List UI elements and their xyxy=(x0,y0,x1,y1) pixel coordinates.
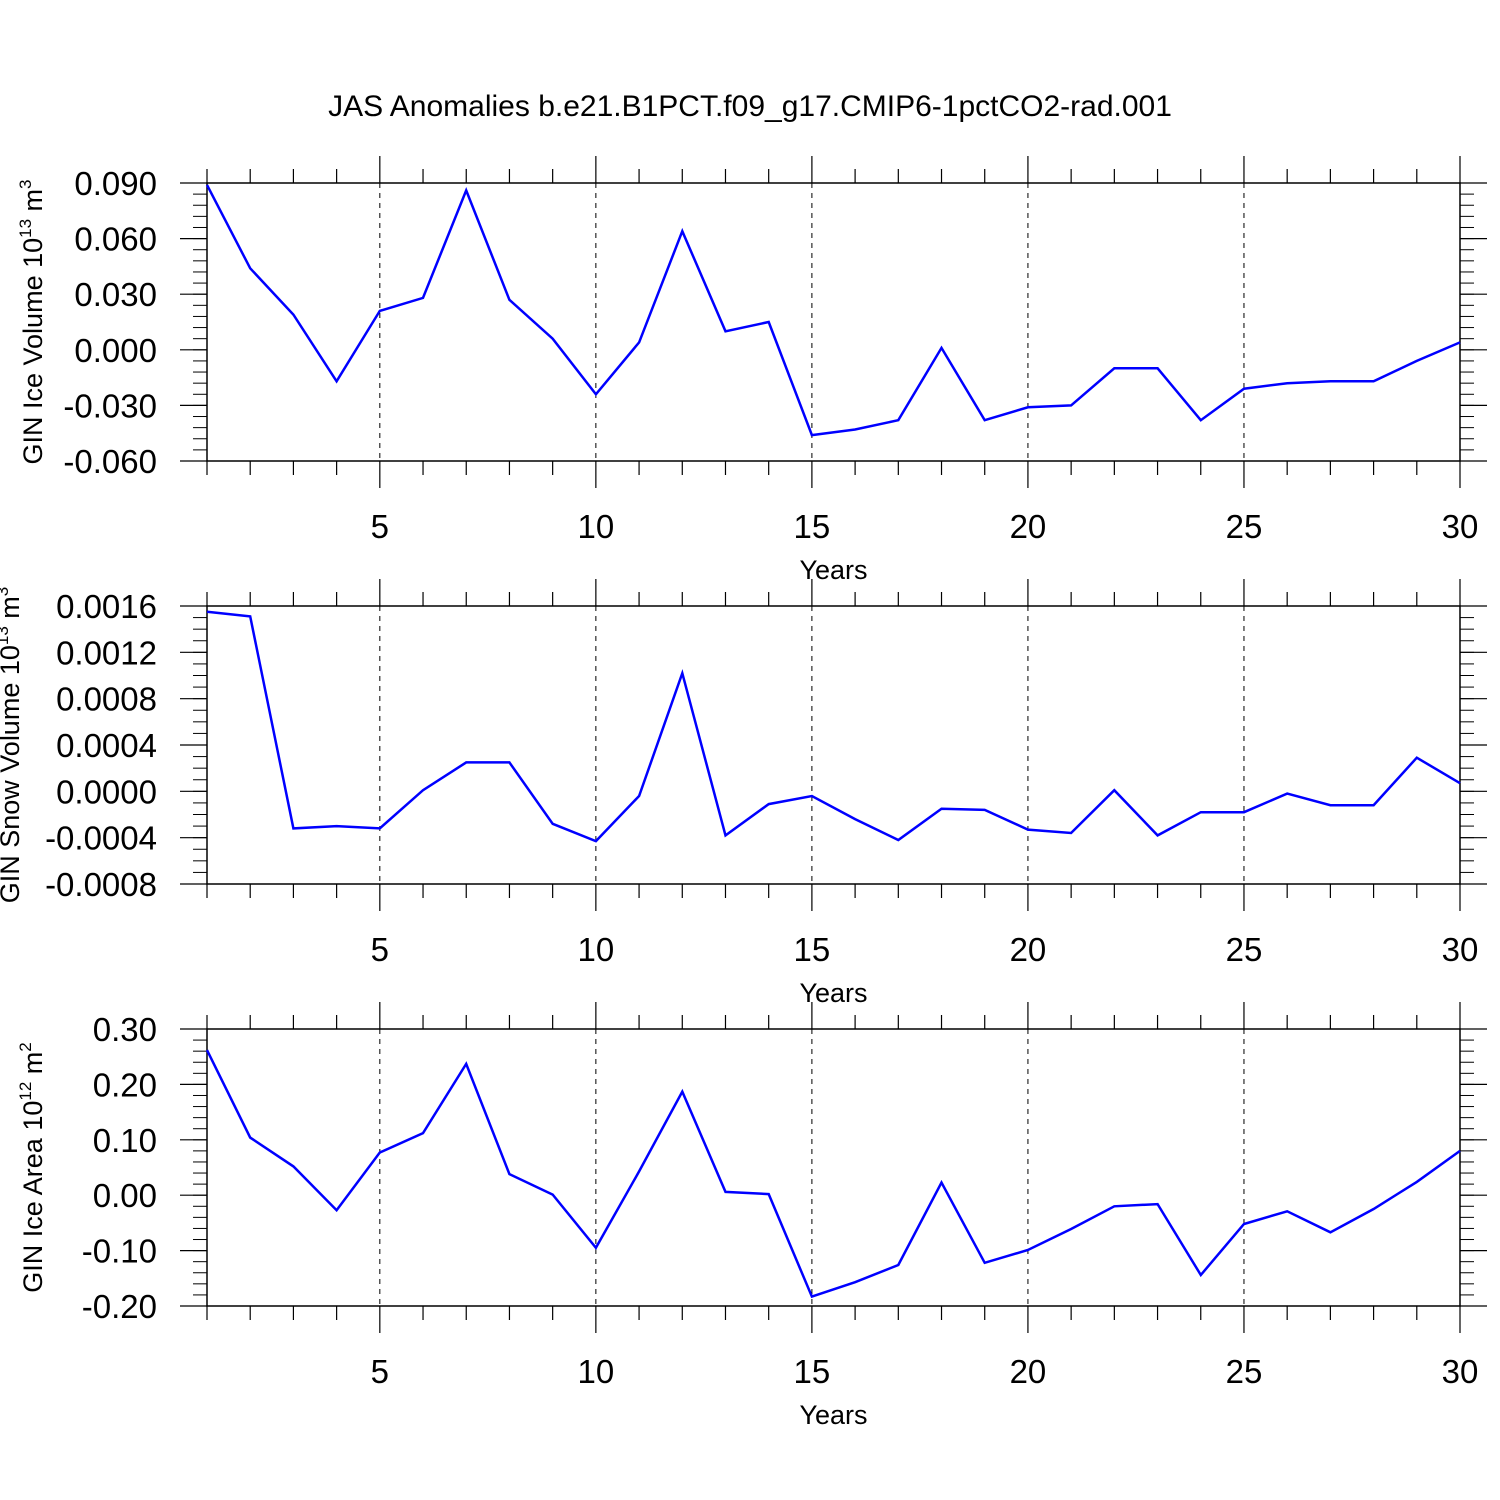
x-tick-label: 25 xyxy=(1226,1353,1263,1390)
series-line xyxy=(206,610,1461,843)
y-axis-label-unit: m xyxy=(0,596,25,626)
y-tick-label: 0.060 xyxy=(74,221,157,258)
series-line xyxy=(205,184,1461,437)
y-tick-label: 0.0004 xyxy=(56,727,157,764)
x-axis-label: Years xyxy=(799,555,867,585)
y-axis-label-unit-exponent: 2 xyxy=(16,1042,35,1051)
y-tick-label: 0.030 xyxy=(74,276,157,313)
y-axis-label: GIN Ice Volume 1013 m3 xyxy=(16,179,48,464)
y-tick-label: -0.10 xyxy=(82,1233,157,1270)
y-tick-label: 0.0008 xyxy=(56,681,157,718)
x-tick-label: 10 xyxy=(578,508,615,545)
panel-ice-volume: -0.060 -0.030 0.000 0.030 0.060 0.090 5 10 15 20 2… xyxy=(16,156,1487,585)
y-tick-label: 0.0000 xyxy=(56,773,157,810)
x-tick-label: 25 xyxy=(1226,931,1263,968)
plot-frame xyxy=(206,182,1461,462)
y-tick-label: -0.0004 xyxy=(45,820,157,857)
y-tick-label: -0.030 xyxy=(63,387,157,424)
y-tick-label: 0.10 xyxy=(93,1122,157,1159)
x-tick-label: 30 xyxy=(1442,1353,1479,1390)
y-axis-label-unit: m xyxy=(18,189,48,219)
figure-title: JAS Anomalies b.e21.B1PCT.f09_g17.CMIP6-… xyxy=(328,90,1172,123)
x-axis-label: Years xyxy=(799,978,867,1008)
x-tick-label: 25 xyxy=(1226,508,1263,545)
y-axis-label-text: GIN Ice Volume 10 xyxy=(18,238,48,465)
y-tick-label: 0.090 xyxy=(74,165,157,202)
y-axis-label-exponent: 13 xyxy=(0,626,12,645)
y-axis-label-text: GIN Ice Area 10 xyxy=(18,1101,48,1293)
series-line xyxy=(205,1049,1461,1299)
x-tick-label: 10 xyxy=(578,931,615,968)
x-tick-label: 15 xyxy=(794,931,831,968)
x-tick-label: 5 xyxy=(371,931,389,968)
y-tick-label: 0.20 xyxy=(93,1066,157,1103)
x-tick-label: 20 xyxy=(1010,1353,1047,1390)
y-axis-label-text: GIN Snow Volume 10 xyxy=(0,645,25,903)
x-tick-label: 20 xyxy=(1010,931,1047,968)
x-tick-label: 15 xyxy=(794,1353,831,1390)
plot-frame xyxy=(206,605,1461,885)
y-axis-label-exponent: 12 xyxy=(16,1082,35,1101)
panel-snow-volume: -0.0008 -0.0004 0.0000 0.0004 0.0008 0.0012 0.… xyxy=(0,579,1487,1008)
y-tick-label: -0.060 xyxy=(63,443,157,480)
y-tick-label: 0.0012 xyxy=(56,634,157,671)
plot-frame xyxy=(206,1028,1461,1307)
y-tick-label: -0.0008 xyxy=(45,866,157,903)
x-tick-label: 10 xyxy=(578,1353,615,1390)
y-tick-label: 0.0016 xyxy=(56,588,157,625)
y-tick-label: 0.30 xyxy=(93,1011,157,1048)
y-tick-label: -0.20 xyxy=(82,1288,157,1325)
y-axis-label-exponent: 13 xyxy=(16,219,35,238)
y-axis-label-unit-exponent: 3 xyxy=(16,179,35,188)
y-axis-label-unit-exponent: 3 xyxy=(0,587,12,596)
x-tick-label: 5 xyxy=(371,508,389,545)
panel-ice-area: -0.20 -0.10 0.00 0.10 0.20 0.30 5 10 15 20 25 30 Yea… xyxy=(16,1002,1487,1430)
y-axis-label-unit: m xyxy=(18,1052,48,1082)
y-axis-label: GIN Snow Volume 1013 m3 xyxy=(0,587,25,904)
y-axis-label: GIN Ice Area 1012 m2 xyxy=(16,1042,48,1293)
x-tick-label: 20 xyxy=(1010,508,1047,545)
x-tick-label: 5 xyxy=(371,1353,389,1390)
x-tick-label: 30 xyxy=(1442,931,1479,968)
x-axis-label: Years xyxy=(799,1400,867,1430)
x-tick-label: 15 xyxy=(794,508,831,545)
y-tick-label: 0.00 xyxy=(93,1177,157,1214)
x-tick-label: 30 xyxy=(1442,508,1479,545)
y-tick-label: 0.000 xyxy=(74,332,157,369)
